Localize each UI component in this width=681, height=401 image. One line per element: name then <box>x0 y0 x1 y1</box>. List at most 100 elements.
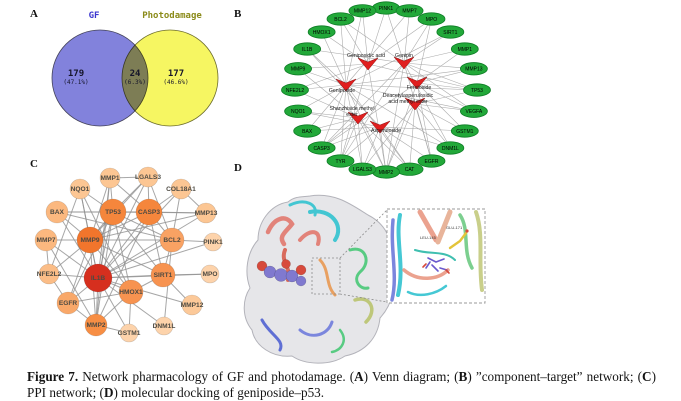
ppi-node-hmox1: HMOX1 <box>118 279 144 305</box>
ppi-edge <box>97 212 207 279</box>
ppi-node-mmp7: MMP7 <box>34 228 58 252</box>
target-node-bcl2: BCL2 <box>326 12 355 26</box>
ct-edge <box>416 48 465 84</box>
compound-shape <box>406 76 428 90</box>
target-node-mmp7: MMP7 <box>395 4 424 18</box>
target-node-egfr: EGFR <box>417 154 446 168</box>
target-label: MMP13 <box>465 67 482 73</box>
ct-edge <box>416 18 432 84</box>
ppi-node-label: NFE2L2 <box>37 271 62 278</box>
target-label: MPO <box>426 17 438 23</box>
target-node-sirt1: SIRT1 <box>436 25 465 39</box>
ppi-edge <box>89 212 207 241</box>
ppi-node-shape <box>34 228 58 252</box>
ppi-edge <box>97 241 214 279</box>
target-label: MMP12 <box>354 9 371 15</box>
ppi-edge <box>56 211 173 241</box>
target-shape <box>326 154 355 168</box>
target-label: PINK1 <box>379 6 394 12</box>
target-node-mmp1: MMP1 <box>450 42 479 56</box>
figure-caption: Figure 7. Network pharmacology of GF and… <box>27 369 656 401</box>
ppi-node-shape <box>203 232 223 252</box>
ct-edge <box>385 82 418 173</box>
ct-edge <box>345 84 474 112</box>
target-label: VEGFA <box>466 109 483 115</box>
ppi-node-shape <box>118 279 144 305</box>
ppi-node-label: BCL2 <box>163 237 181 244</box>
ppi-node-label: COL18A1 <box>166 186 196 193</box>
ct-edge <box>345 84 387 173</box>
ct-edge <box>340 18 369 65</box>
ct-edge <box>379 126 410 170</box>
ct-edge <box>340 62 405 162</box>
caption-segment: Figure 7. <box>27 369 79 384</box>
ct-edges <box>294 7 478 173</box>
venn-mid-count: 24 <box>130 69 141 79</box>
ct-edge <box>362 10 369 65</box>
ppi-node-label: MMP12 <box>181 302 204 309</box>
ppi-node-sirt1: SIRT1 <box>150 262 176 288</box>
target-shape <box>417 12 446 26</box>
target-label: IL1B <box>302 47 313 53</box>
ppi-node-label: MMP7 <box>36 237 55 244</box>
compound-label: Feretoside <box>407 85 432 91</box>
ct-edge <box>307 48 405 64</box>
ppi-node-shape <box>135 198 163 226</box>
target-node-pink1: PINK1 <box>372 1 400 15</box>
target-shape <box>326 12 355 26</box>
zoom-connector-top <box>339 209 388 259</box>
ppi-node-shape <box>119 323 139 343</box>
compound-label: ester <box>346 112 358 118</box>
ppi-node-bcl2: BCL2 <box>159 227 185 253</box>
ct-edge <box>367 7 387 65</box>
ct-edge <box>385 62 405 173</box>
compound-shape <box>369 120 391 134</box>
ppi-node-pink1: PINK1 <box>203 232 223 252</box>
ct-edge <box>385 7 405 64</box>
target-shape <box>459 62 488 76</box>
target-node-nqo1: NQO1 <box>284 104 313 118</box>
compound-label: acid methyl ester <box>388 99 427 105</box>
target-node-mmp12: MMP12 <box>348 4 377 18</box>
target-node-cat: CAT <box>395 162 424 176</box>
ct-edge <box>414 103 451 149</box>
panel-a-letter: A <box>30 8 38 20</box>
target-label: DNM1L <box>442 146 459 152</box>
venn-left-count: 179 <box>68 69 84 79</box>
ct-edge <box>367 63 478 91</box>
caption-segment: ) Venn diagram; ( <box>363 369 459 384</box>
ppi-node-label: LGALS3 <box>135 174 161 181</box>
ppi-node-label: MMP13 <box>195 210 218 217</box>
ppi-node-lgals3: LGALS3 <box>135 166 161 188</box>
ct-edge <box>306 48 347 86</box>
ct-edge <box>379 126 432 162</box>
ct-edge <box>403 18 432 64</box>
target-node-nfe2l2: NFE2L2 <box>281 83 309 97</box>
ct-edge <box>321 84 347 149</box>
panel-d-letter: D <box>234 162 242 174</box>
target-label: MMP1 <box>458 47 473 53</box>
target-label: MMP7 <box>402 9 417 15</box>
caption-segment: Network pharmacology of GF and photodama… <box>78 369 355 384</box>
ct-edge <box>403 62 475 112</box>
compound-node: Asperuloside <box>369 120 401 134</box>
caption-segment: ) PPI network; ( <box>27 369 656 400</box>
ppi-node-shape <box>38 263 60 285</box>
protein-surface <box>243 194 395 364</box>
ppi-edge <box>97 188 182 279</box>
caption-segment: ) ”component–target” network; ( <box>467 369 643 384</box>
caption-segment: D <box>103 384 114 400</box>
ppi-node-mmp13: MMP13 <box>195 202 218 224</box>
target-shape <box>293 124 322 138</box>
compound-shape <box>357 57 379 71</box>
ppi-node-shape <box>150 262 176 288</box>
ppi-node-shape <box>56 291 80 315</box>
ct-edge <box>379 126 387 173</box>
target-node-vegfa: VEGFA <box>459 104 488 118</box>
target-label: BCL2 <box>334 17 347 23</box>
ppi-node-label: CASP3 <box>138 209 160 216</box>
ppi-node-label: SIRT1 <box>154 272 173 279</box>
ppi-network: MMP1 LGALS3 NQO1 COL18A1 BAX TP53 CASP3 MMP13 MM… <box>34 166 223 343</box>
ct-edge <box>403 62 478 91</box>
